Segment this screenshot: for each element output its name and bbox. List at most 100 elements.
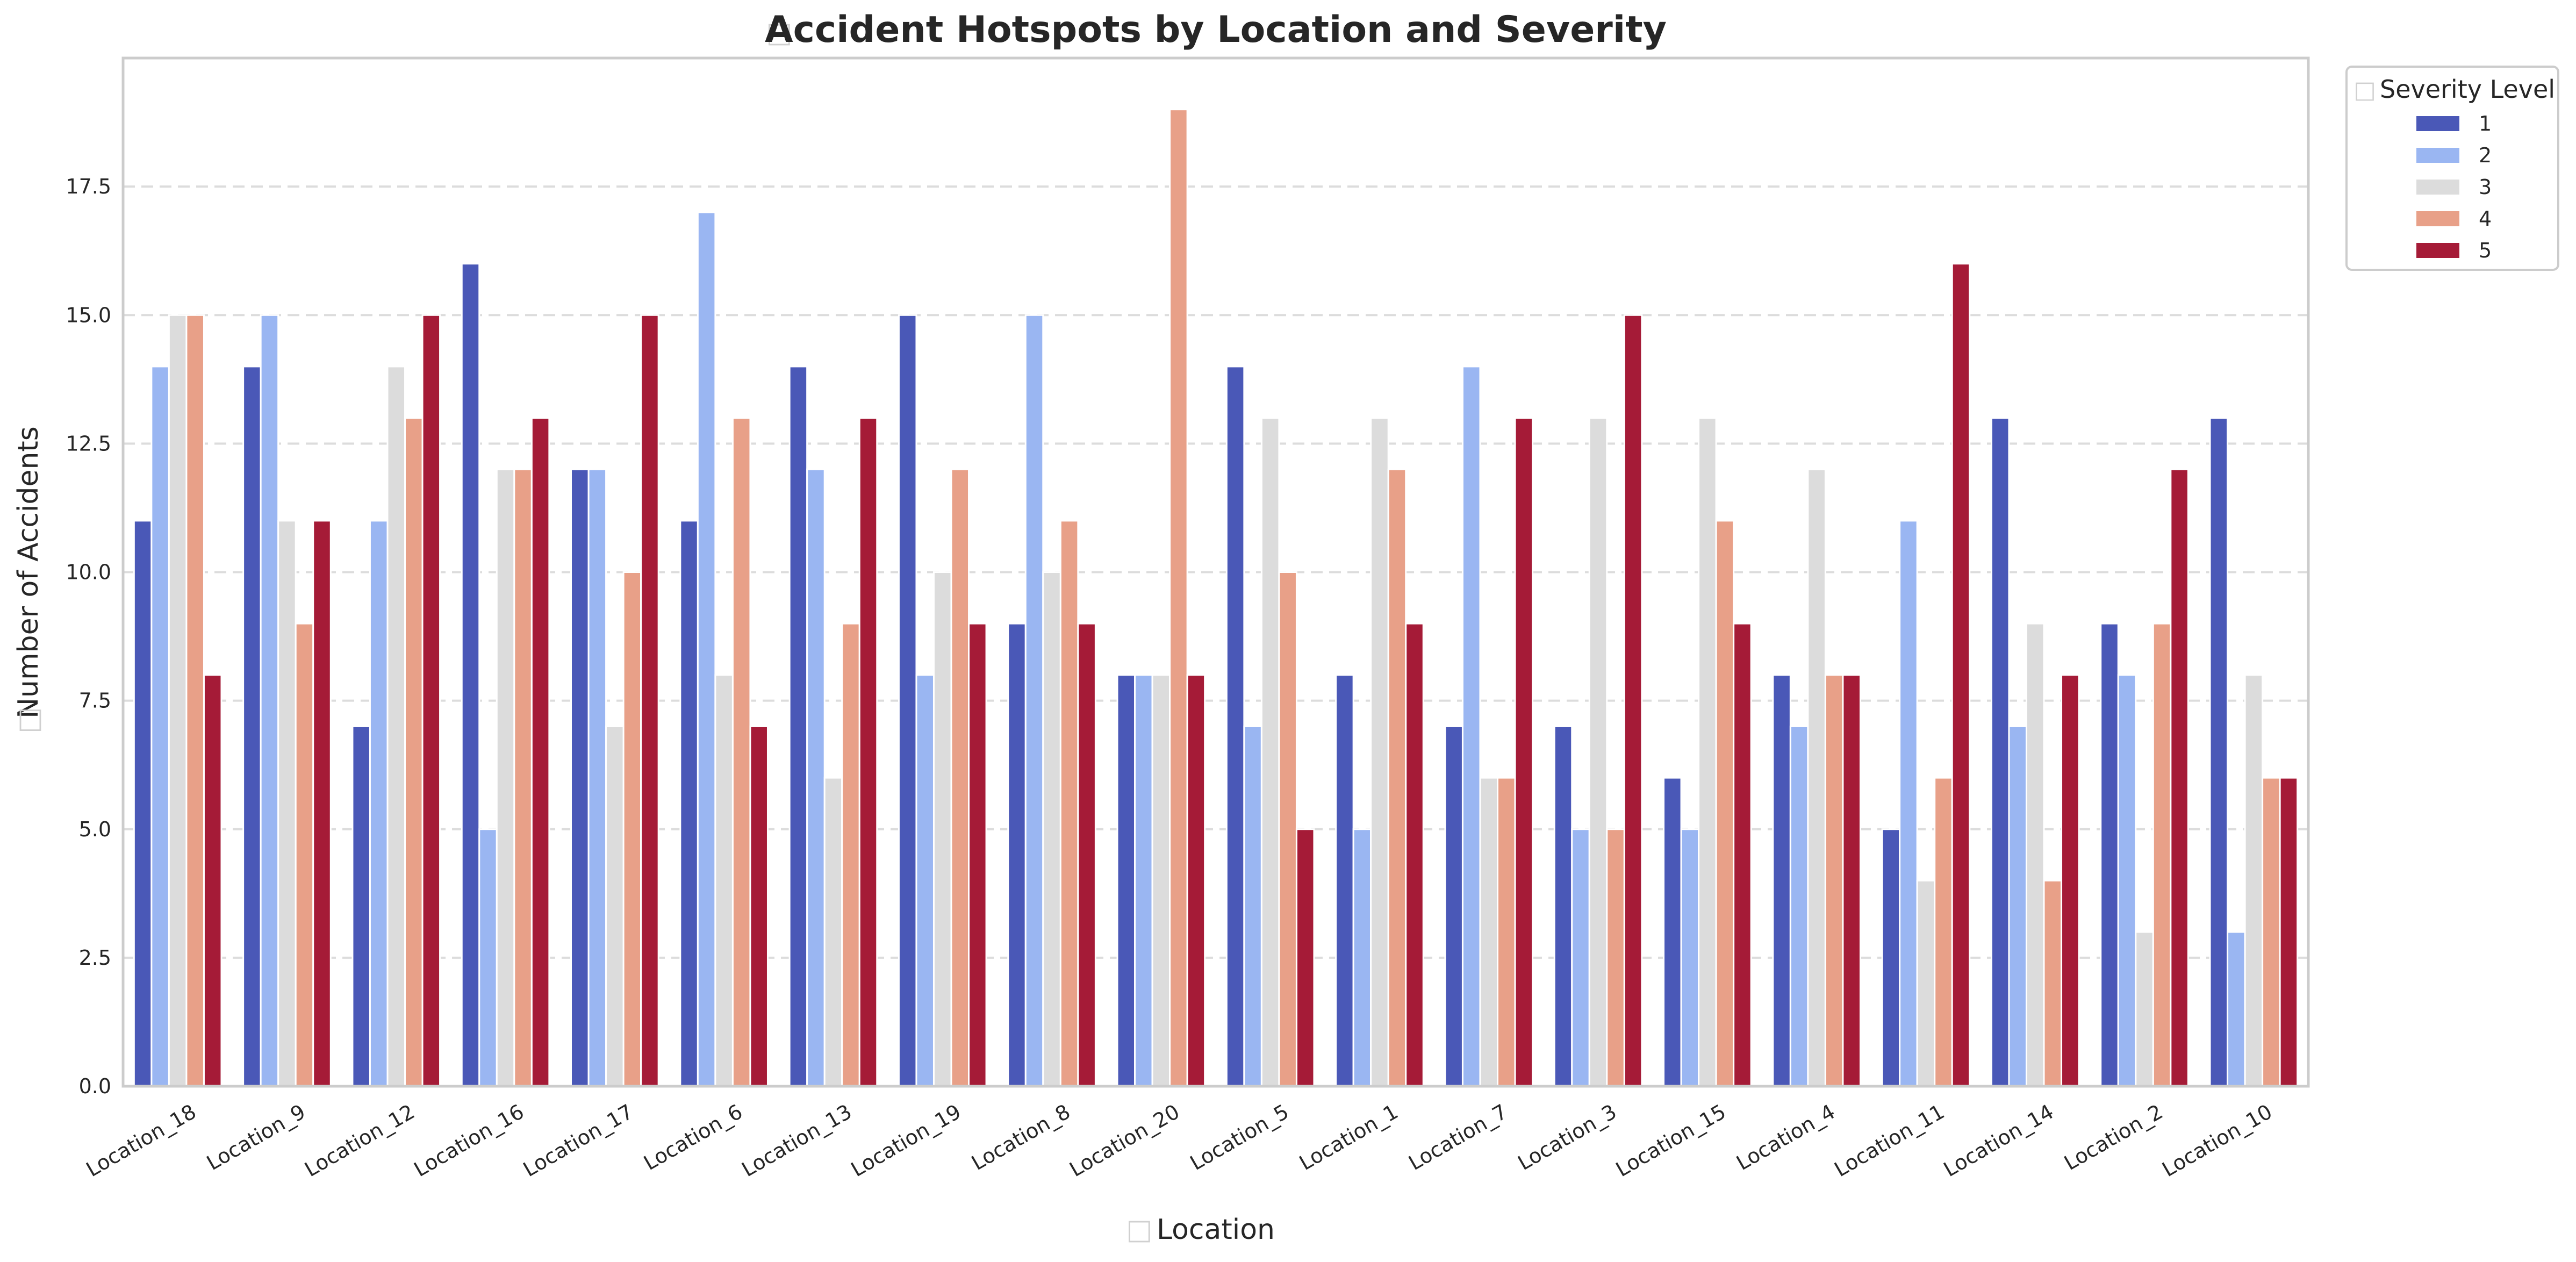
bar-Location_7-severity-5 bbox=[1514, 417, 1534, 1087]
bar-Location_2-severity-3 bbox=[2135, 931, 2154, 1087]
legend-items: 1 2 3 4 5 bbox=[2416, 112, 2492, 262]
legend-glyph-icon: □ bbox=[2353, 76, 2376, 104]
legend-swatch bbox=[2416, 148, 2459, 163]
bar-Location_19-severity-4 bbox=[950, 468, 970, 1087]
y-tick-label: 10.0 bbox=[66, 561, 111, 584]
bar-Location_19-severity-5 bbox=[968, 622, 987, 1087]
x-tick-label: Location_3 bbox=[1514, 1100, 1621, 1175]
bar-Location_20-severity-3 bbox=[1151, 674, 1171, 1087]
bar-Location_5-severity-3 bbox=[1260, 417, 1280, 1087]
bar-Location_15-severity-4 bbox=[1715, 520, 1735, 1087]
y-axis-label-group: Number of Accidents □ bbox=[12, 426, 45, 733]
bar-Location_14-severity-1 bbox=[1990, 417, 2010, 1087]
bar-Location_17-severity-4 bbox=[622, 571, 642, 1087]
chart-title: Accident Hotspots by Location and Severi… bbox=[765, 9, 1667, 51]
bar-Location_1-severity-2 bbox=[1352, 828, 1372, 1087]
bar-Location_19-severity-3 bbox=[932, 571, 952, 1087]
bar-Location_8-severity-4 bbox=[1059, 520, 1079, 1087]
bar-Location_10-severity-3 bbox=[2244, 674, 2264, 1087]
x-tick-label: Location_9 bbox=[203, 1100, 310, 1175]
title-glyph-icon: □ bbox=[766, 17, 792, 49]
x-tick-label: Location_20 bbox=[1066, 1100, 1184, 1181]
x-tick-label: Location_7 bbox=[1404, 1100, 1511, 1175]
bar-Location_5-severity-1 bbox=[1225, 365, 1245, 1087]
bar-Location_15-severity-3 bbox=[1698, 417, 1717, 1087]
bar-Location_15-severity-5 bbox=[1733, 622, 1752, 1087]
bar-Location_10-severity-1 bbox=[2209, 417, 2229, 1087]
bar-Location_15-severity-2 bbox=[1680, 828, 1700, 1087]
bar-Location_15-severity-1 bbox=[1663, 777, 1682, 1087]
x-axis-label: Location bbox=[1157, 1214, 1275, 1246]
bar-Location_2-severity-1 bbox=[2100, 622, 2119, 1087]
bar-Location_8-severity-5 bbox=[1077, 622, 1096, 1087]
x-tick-layer: Location_18 Location_9Location_12Location… bbox=[82, 1100, 2276, 1181]
y-tick-label: 12.5 bbox=[66, 432, 111, 455]
bar-Location_20-severity-2 bbox=[1134, 674, 1153, 1087]
bar-Location_10-severity-2 bbox=[2227, 931, 2246, 1087]
bar-Location_1-severity-4 bbox=[1387, 468, 1407, 1087]
bar-Location_3-severity-1 bbox=[1553, 725, 1573, 1087]
y-tick-label: 5.0 bbox=[79, 818, 111, 841]
legend-swatch bbox=[2416, 180, 2459, 195]
bar-Location_5-severity-2 bbox=[1243, 725, 1262, 1087]
bar-Location_20-severity-5 bbox=[1186, 674, 1206, 1087]
x-tick-label: Location_14 bbox=[1940, 1100, 2058, 1181]
bar-Location_18-severity-1 bbox=[133, 520, 153, 1087]
legend: □ Severity Level 1 2 3 4 5 bbox=[2345, 66, 2559, 271]
legend-label: 3 bbox=[2479, 175, 2492, 199]
bar-Location_9-severity-4 bbox=[295, 622, 314, 1087]
bar-Location_13-severity-5 bbox=[858, 417, 878, 1087]
bar-Location_4-severity-1 bbox=[1772, 674, 1791, 1087]
x-tick-label: Location_18 bbox=[82, 1100, 200, 1181]
bar-Location_3-severity-2 bbox=[1571, 828, 1590, 1087]
x-axis-glyph-icon: □ bbox=[1126, 1214, 1152, 1246]
bar-Location_3-severity-5 bbox=[1623, 314, 1643, 1087]
bar-Location_18-severity-2 bbox=[150, 365, 170, 1087]
legend-swatch bbox=[2416, 116, 2459, 131]
bar-Location_10-severity-4 bbox=[2262, 777, 2281, 1087]
bar-Location_2-severity-5 bbox=[2170, 468, 2189, 1087]
bar-Location_8-severity-2 bbox=[1024, 314, 1044, 1087]
x-tick-label: Location_4 bbox=[1732, 1100, 1839, 1175]
x-tick-label: Location_15 bbox=[1612, 1100, 1730, 1181]
bar-Location_17-severity-1 bbox=[570, 468, 590, 1087]
bar-Location_12-severity-3 bbox=[386, 365, 406, 1087]
y-tick-layer: 0.0 2.5 5.0 7.5 10.0 12.5 15.0 17.5 bbox=[66, 175, 111, 1098]
bar-Location_14-severity-5 bbox=[2061, 674, 2080, 1087]
bar-Location_13-severity-3 bbox=[823, 777, 843, 1087]
bar-Location_16-severity-3 bbox=[496, 468, 515, 1087]
bar-Location_9-severity-5 bbox=[312, 520, 332, 1087]
bar-Location_10-severity-5 bbox=[2279, 777, 2299, 1087]
legend-frame bbox=[2345, 66, 2559, 271]
grid-layer bbox=[123, 185, 2308, 959]
bar-Location_12-severity-4 bbox=[404, 417, 424, 1087]
bar-Location_6-severity-2 bbox=[697, 211, 716, 1087]
x-tick-label: Location_17 bbox=[519, 1100, 637, 1181]
bar-Location_18-severity-5 bbox=[203, 674, 223, 1087]
bar-Location_1-severity-1 bbox=[1335, 674, 1354, 1087]
bar-Location_16-severity-4 bbox=[513, 468, 533, 1087]
bar-Location_4-severity-3 bbox=[1807, 468, 1826, 1087]
bar-Location_18-severity-3 bbox=[168, 314, 188, 1087]
bar-Location_20-severity-1 bbox=[1116, 674, 1136, 1087]
x-tick-label: Location_16 bbox=[410, 1100, 528, 1181]
bar-Location_11-severity-1 bbox=[1881, 828, 1901, 1087]
x-tick-label: Location_10 bbox=[2158, 1100, 2277, 1181]
bar-Location_2-severity-2 bbox=[2117, 674, 2137, 1087]
legend-label: 2 bbox=[2479, 144, 2492, 167]
bar-Location_12-severity-1 bbox=[351, 725, 371, 1087]
bar-Location_13-severity-1 bbox=[788, 365, 808, 1087]
bar-Location_7-severity-3 bbox=[1479, 777, 1499, 1087]
bar-Location_16-severity-1 bbox=[461, 263, 480, 1087]
bar-Location_19-severity-1 bbox=[898, 314, 917, 1087]
y-tick-label: 7.5 bbox=[79, 689, 111, 713]
bar-Location_11-severity-4 bbox=[1934, 777, 1953, 1087]
legend-swatch bbox=[2416, 211, 2459, 226]
bar-Location_14-severity-4 bbox=[2043, 879, 2063, 1087]
bar-Location_17-severity-2 bbox=[587, 468, 607, 1087]
legend-swatch bbox=[2416, 243, 2459, 258]
bar-Location_13-severity-4 bbox=[841, 622, 860, 1087]
bar-Location_6-severity-4 bbox=[731, 417, 751, 1087]
x-tick-label: Location_13 bbox=[738, 1100, 856, 1181]
